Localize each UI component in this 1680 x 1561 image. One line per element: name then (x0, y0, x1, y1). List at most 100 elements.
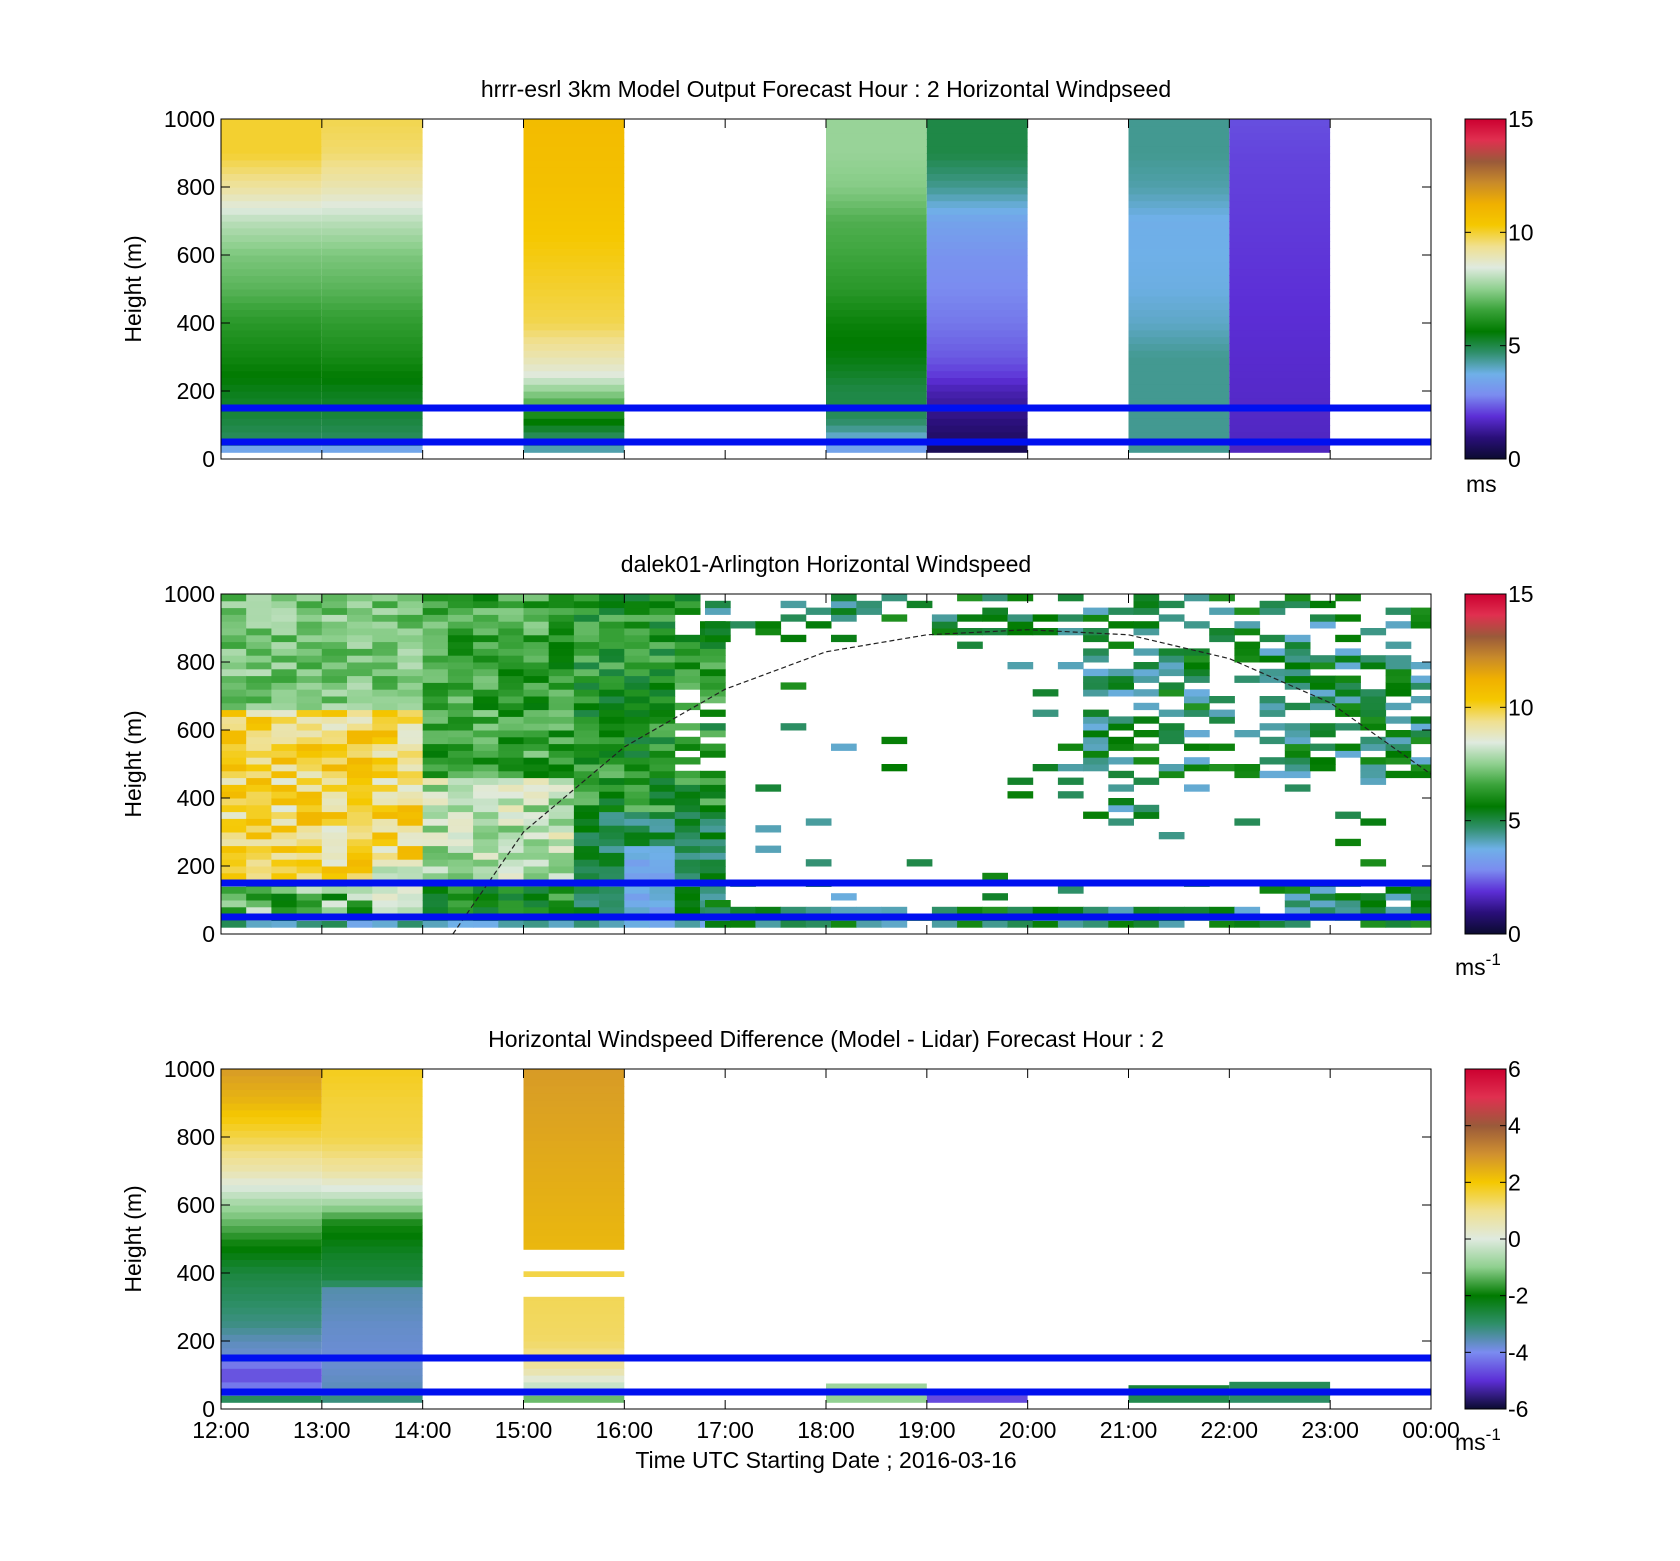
lidar-cell (321, 900, 348, 908)
model-cell (523, 227, 625, 236)
lidar-cell (1259, 723, 1286, 731)
model-cell (826, 207, 927, 215)
lidar-cell (347, 866, 373, 874)
lidar-cell (271, 675, 298, 683)
lidar-cell (573, 838, 600, 847)
model-cell (926, 370, 1028, 378)
lidar-cell (1032, 906, 1059, 915)
lidar-cell (271, 641, 298, 649)
lidar-cell (548, 852, 575, 860)
lidar-cell (1108, 736, 1134, 745)
lidar-cell (1158, 689, 1185, 697)
lidar-cell (498, 594, 524, 602)
lidar-cell (548, 600, 575, 609)
lidar-cell (1385, 662, 1412, 670)
lidar-cell (397, 866, 424, 874)
lidar-cell (221, 648, 247, 656)
lidar-cell (321, 845, 348, 853)
difference-cell (221, 1205, 322, 1213)
model-cell (926, 173, 1028, 181)
lidar-cell (573, 621, 600, 629)
lidar-cell (271, 655, 298, 663)
lidar-cell (246, 825, 272, 833)
lidar-cell (246, 784, 272, 792)
lidar-cell (498, 764, 524, 772)
lidar-cell (321, 655, 348, 663)
lidar-cell (523, 798, 550, 806)
lidar-cell (1108, 804, 1134, 813)
lidar-cell (700, 818, 726, 826)
lidar-cell (1184, 702, 1210, 711)
lidar-cell (1158, 736, 1185, 745)
model-cell (523, 350, 625, 358)
lidar-cell (1083, 811, 1109, 819)
lidar-cell (422, 832, 449, 840)
lidar-cell (271, 696, 298, 704)
lidar-cell (296, 614, 323, 622)
lidar-cell (321, 770, 348, 779)
lidar-cell (422, 723, 449, 731)
lidar-cell (246, 607, 272, 615)
lidar-cell (1108, 723, 1134, 731)
model-cell (1128, 323, 1230, 331)
lidar-cell (447, 621, 474, 629)
difference-cell (221, 1082, 322, 1090)
lidar-cell (473, 757, 499, 765)
difference-cell (321, 1225, 423, 1233)
lidar-cell (296, 730, 323, 738)
difference-cell (321, 1157, 423, 1165)
lidar-cell (498, 852, 524, 860)
lidar-cell (271, 702, 298, 711)
lidar-cell (1284, 893, 1311, 901)
lidar-cell (372, 648, 398, 656)
lidar-cell (397, 723, 424, 731)
model-cell (221, 119, 322, 127)
lidar-cell (730, 621, 756, 629)
lidar-cell (649, 696, 676, 704)
colorbar-tick-label: -2 (1508, 1283, 1528, 1309)
lidar-cell (599, 743, 625, 751)
lidar-cell (906, 600, 933, 609)
model-cell (523, 221, 625, 229)
lidar-cell (573, 655, 600, 663)
lidar-cell (1335, 675, 1361, 683)
lidar-cell (674, 743, 701, 751)
lidar-cell (347, 804, 373, 813)
model-cell (826, 268, 927, 276)
model-cell (523, 166, 625, 174)
lidar-cell (573, 893, 600, 901)
lidar-cell (1007, 791, 1034, 799)
difference-cell (926, 1395, 1028, 1403)
lidar-cell (573, 730, 600, 738)
lidar-cell (498, 866, 524, 874)
lidar-cell (599, 750, 625, 758)
lidar-cell (1385, 682, 1412, 690)
lidar-cell (1234, 920, 1261, 928)
lidar-cell (599, 736, 625, 745)
lidar-cell (271, 825, 298, 833)
model-cell (926, 234, 1028, 242)
lidar-cell (473, 675, 499, 683)
model-cell (523, 214, 625, 222)
model-cell (826, 309, 927, 317)
lidar-cell (1335, 906, 1361, 915)
difference-cell (523, 1215, 625, 1223)
lidar-cell (246, 668, 272, 677)
lidar-cell (1209, 709, 1235, 717)
lidar-cell (523, 906, 550, 915)
lidar-cell (624, 682, 650, 690)
lidar-cell (296, 702, 323, 711)
lidar-cell (1284, 682, 1311, 690)
lidar-cell (1259, 634, 1286, 643)
lidar-cell (700, 648, 726, 656)
model-cell (523, 391, 625, 399)
lidar-cell (599, 777, 625, 785)
model-cell (926, 248, 1028, 256)
colorbar-tick-label: -6 (1508, 1396, 1528, 1422)
lidar-cell (447, 825, 474, 833)
lidar-cell (700, 832, 726, 840)
model-cell (826, 411, 927, 419)
lidar-cell (347, 696, 373, 704)
lidar-cell (599, 607, 625, 615)
